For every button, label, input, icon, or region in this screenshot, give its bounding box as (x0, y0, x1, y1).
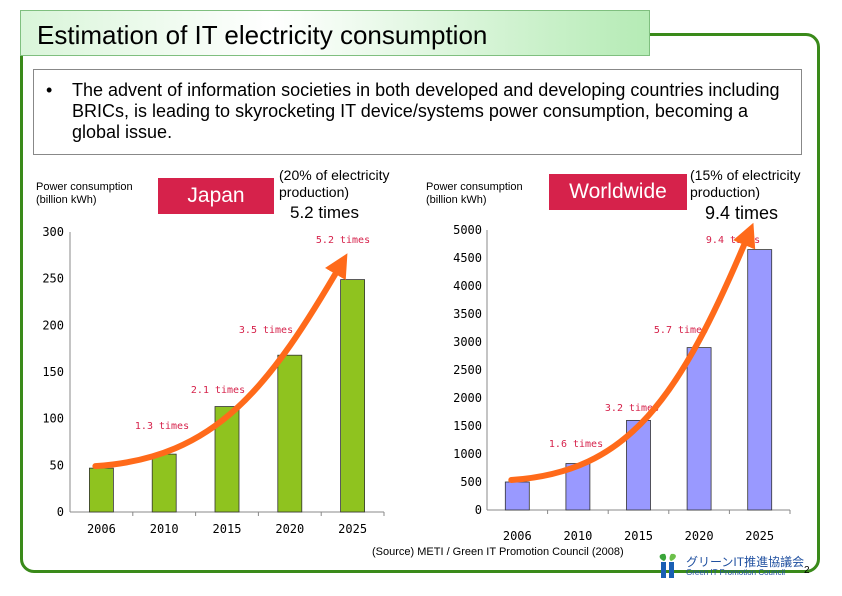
japan-y-tick-label: 0 (57, 505, 64, 519)
world-x-tick-label: 2015 (624, 529, 653, 543)
world-y-tick-label: 3000 (453, 335, 482, 349)
japan-x-tick-label: 2006 (87, 522, 116, 536)
world-bar (504, 481, 530, 511)
world-x-tick-label: 2020 (685, 529, 714, 543)
japan-region-box: Japan (158, 178, 274, 214)
world-y-tick-label: 0 (475, 503, 482, 517)
world-x-tick-label: 2006 (503, 529, 532, 543)
bullet-text: The advent of information societies in b… (72, 80, 780, 142)
japan-ylabel: Power consumption (billion kWh) (36, 181, 133, 206)
bullet-box: • The advent of information societies in… (33, 69, 802, 155)
world-growth-arrow (508, 222, 756, 483)
japan-bar (277, 354, 303, 513)
world-y-tick-label: 500 (460, 475, 482, 489)
world-x-tick-label: 2010 (563, 529, 592, 543)
japan-growth-arrow (92, 253, 348, 470)
world-y-tick-label: 1500 (453, 419, 482, 433)
japan-bar (151, 453, 177, 513)
green-it-logo: グリーンIT推進協議会 Green IT Promotion Council (656, 552, 804, 580)
world-growth-annotation: 9.4 times (706, 235, 760, 246)
world-y-tick-label: 4500 (453, 251, 482, 265)
slide-title: Estimation of IT electricity consumption (37, 20, 488, 50)
source-note: (Source) METI / Green IT Promotion Counc… (372, 546, 624, 558)
japan-x-tick-label: 2020 (275, 522, 304, 536)
japan-y-tick-label: 100 (42, 412, 64, 426)
japan-y-tick-label: 250 (42, 272, 64, 286)
japan-y-tick-label: 200 (42, 318, 64, 332)
world-y-tick-label: 3500 (453, 307, 482, 321)
leaf-icon (659, 553, 676, 578)
world-bar (686, 347, 712, 511)
japan-growth-annotation: 5.2 times (316, 235, 370, 246)
world-x-tick-label: 2025 (745, 529, 774, 543)
japan-x-tick-label: 2010 (150, 522, 179, 536)
logo-english-text: Green IT Promotion Council (686, 568, 786, 577)
japan-y-tick-label: 300 (42, 225, 64, 239)
world-ylabel: Power consumption (billion kWh) (426, 181, 523, 206)
title-bar: Estimation of IT electricity consumption (20, 10, 650, 56)
japan-bar (89, 467, 114, 513)
japan-growth-annotation: 3.5 times (239, 325, 293, 336)
japan-x-tick-label: 2025 (338, 522, 367, 536)
world-region-box: Worldwide (549, 174, 687, 210)
world-y-tick-label: 4000 (453, 279, 482, 293)
japan-note: (20% of electricity production) (279, 167, 390, 200)
world-bar (747, 249, 773, 511)
japan-y-tick-label: 150 (42, 365, 64, 379)
world-y-tick-label: 2500 (453, 363, 482, 377)
japan-y-tick-label: 50 (50, 458, 64, 472)
page-number: 2 (804, 565, 810, 576)
world-growth-annotation: 1.6 times (549, 439, 603, 450)
world-y-tick-label: 5000 (453, 223, 482, 237)
world-growth-annotation: 3.2 times (605, 403, 659, 414)
world-headline: 9.4 times (705, 203, 779, 223)
japan-bar (340, 279, 366, 513)
logo-japanese-text: グリーンIT推進協議会 (686, 555, 805, 569)
japan-x-tick-label: 2015 (213, 522, 242, 536)
japan-growth-annotation: 2.1 times (191, 385, 245, 396)
bullet-dot-icon: • (46, 80, 53, 100)
world-note: (15% of electricity production) (690, 167, 801, 200)
world-y-tick-label: 1000 (453, 447, 482, 461)
world-growth-annotation: 5.7 times (654, 325, 708, 336)
world-y-tick-label: 2000 (453, 391, 482, 405)
japan-growth-annotation: 1.3 times (135, 421, 189, 432)
japan-headline: 5.2 times (290, 203, 359, 222)
